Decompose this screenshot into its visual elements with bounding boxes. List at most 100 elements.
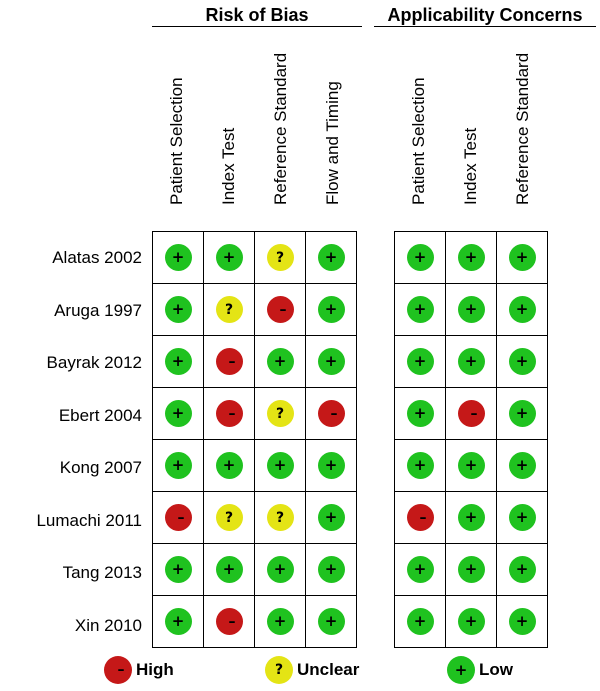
study-label: Ebert 2004 xyxy=(58,405,142,425)
table-row: + –? – xyxy=(152,387,357,440)
study-label: Aruga 1997 xyxy=(54,300,142,320)
table-row: –?? + xyxy=(152,491,357,544)
low-risk-icon: + xyxy=(317,556,345,583)
legend-unclear: ? Unclear xyxy=(265,655,359,685)
judgement-cell: + xyxy=(496,387,548,440)
column-label-text: Flow and Timing xyxy=(323,81,342,205)
column-label-app-1: Index Test xyxy=(451,30,491,225)
judgement-cell: + xyxy=(203,543,255,596)
judgement-cell: + xyxy=(394,231,446,284)
low-risk-icon: + xyxy=(457,452,485,479)
table-row: + – + + xyxy=(152,595,357,648)
column-label-rob-3: Flow and Timing xyxy=(313,30,353,225)
judgement-cell: + xyxy=(305,543,357,596)
judgement-cell: – xyxy=(152,491,204,544)
judgement-cell: + xyxy=(394,543,446,596)
table-row: + + + xyxy=(394,595,548,648)
judgement-cell: + xyxy=(152,231,204,284)
low-risk-icon: + xyxy=(457,556,485,583)
study-label: Bayrak 2012 xyxy=(46,353,142,372)
column-label-rob-2: Reference Standard xyxy=(261,30,301,225)
legend-low: + Low xyxy=(447,655,513,685)
low-risk-icon: + xyxy=(457,348,485,375)
judgement-cell: + xyxy=(496,283,548,336)
judgement-cell: + xyxy=(445,335,497,388)
low-risk-icon: + xyxy=(317,452,345,479)
low-risk-icon: + xyxy=(457,244,485,271)
study-label: Tang 2013 xyxy=(62,563,142,582)
judgement-cell: – xyxy=(305,387,357,440)
judgement-cell: – xyxy=(203,595,255,648)
risk-of-bias-grid: + +? + +? – + + – + + + –? – + + + + –?? + + + + + + – + + xyxy=(152,231,357,648)
low-risk-icon: + xyxy=(406,244,434,271)
low-risk-icon: + xyxy=(215,452,243,479)
low-risk-icon: + xyxy=(508,348,536,375)
judgement-cell: + xyxy=(496,543,548,596)
judgement-cell: + xyxy=(445,439,497,492)
table-row: + + + + xyxy=(152,439,357,492)
low-risk-icon: + xyxy=(508,400,536,427)
low-risk-icon: + xyxy=(447,656,475,684)
judgement-cell: + xyxy=(394,439,446,492)
legend-high: – High xyxy=(104,655,174,685)
judgement-cell: + xyxy=(152,283,204,336)
judgement-cell: – xyxy=(254,283,306,336)
unclear-risk-icon: ? xyxy=(215,296,243,323)
low-risk-icon: + xyxy=(406,556,434,583)
judgement-cell: + xyxy=(152,335,204,388)
judgement-cell: + xyxy=(305,231,357,284)
judgement-cell: + xyxy=(305,439,357,492)
low-risk-icon: + xyxy=(457,608,485,635)
low-risk-icon: + xyxy=(406,400,434,427)
table-row: – + + xyxy=(394,491,548,544)
legend-unclear-label: Unclear xyxy=(297,660,360,679)
low-risk-icon: + xyxy=(508,452,536,479)
judgement-cell: + xyxy=(394,283,446,336)
column-label-app-2: Reference Standard xyxy=(503,30,543,225)
high-risk-icon: – xyxy=(104,656,132,684)
low-risk-icon: + xyxy=(266,608,294,635)
applicability-concerns-header: Applicability Concerns xyxy=(374,4,596,27)
low-risk-icon: + xyxy=(457,504,485,531)
table-row: + + + + xyxy=(152,543,357,596)
judgement-cell: + xyxy=(496,595,548,648)
judgement-cell: + xyxy=(445,595,497,648)
low-risk-icon: + xyxy=(164,296,192,323)
low-risk-icon: + xyxy=(164,348,192,375)
judgement-cell: + xyxy=(152,543,204,596)
low-risk-icon: + xyxy=(215,244,243,271)
low-risk-icon: + xyxy=(508,608,536,635)
low-risk-icon: + xyxy=(317,348,345,375)
judgement-cell: ? xyxy=(203,283,255,336)
column-label-app-0: Patient Selection xyxy=(399,30,439,225)
judgement-cell: ? xyxy=(254,491,306,544)
judgement-cell: ? xyxy=(203,491,255,544)
study-label: Kong 2007 xyxy=(59,458,142,477)
judgement-cell: + xyxy=(394,387,446,440)
low-risk-icon: + xyxy=(406,348,434,375)
judgement-cell: – xyxy=(203,335,255,388)
applicability-concerns-grid: + + + + + + + + + + – + + + + – + + + + + + + + xyxy=(394,231,548,648)
column-label-text: Reference Standard xyxy=(513,52,532,205)
high-risk-icon: – xyxy=(215,608,243,635)
unclear-risk-icon: ? xyxy=(266,400,294,427)
low-risk-icon: + xyxy=(266,556,294,583)
column-label-text: Index Test xyxy=(461,127,480,205)
high-risk-icon: – xyxy=(164,504,192,531)
judgement-cell: + xyxy=(254,595,306,648)
column-label-rob-0: Patient Selection xyxy=(157,30,197,225)
judgement-cell: + xyxy=(305,491,357,544)
low-risk-icon: + xyxy=(508,244,536,271)
low-risk-icon: + xyxy=(457,296,485,323)
judgement-cell: + xyxy=(254,335,306,388)
low-risk-icon: + xyxy=(266,348,294,375)
column-label-text: Patient Selection xyxy=(167,77,186,205)
low-risk-icon: + xyxy=(317,296,345,323)
column-label-text: Index Test xyxy=(219,127,238,205)
table-row: + +? + xyxy=(152,231,357,284)
table-row: + – + + xyxy=(152,335,357,388)
low-risk-icon: + xyxy=(406,452,434,479)
judgement-cell: + xyxy=(394,335,446,388)
column-label-rob-1: Index Test xyxy=(209,30,249,225)
judgement-cell: + xyxy=(496,231,548,284)
